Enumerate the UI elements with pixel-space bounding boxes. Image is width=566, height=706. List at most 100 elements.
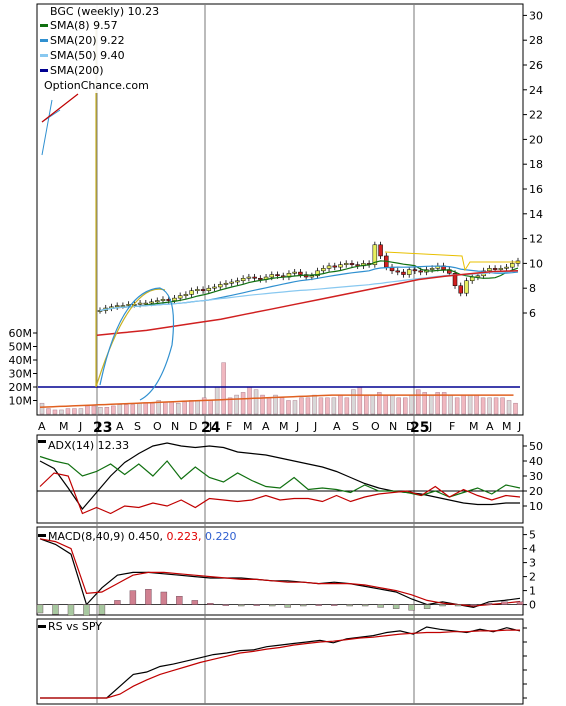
month-label: S xyxy=(352,420,359,433)
volume-bar xyxy=(415,389,421,415)
candle-body xyxy=(246,276,252,279)
volume-bar xyxy=(46,408,51,415)
legend-swatch-sma20 xyxy=(40,39,48,42)
month-label: A xyxy=(116,420,124,433)
candle-body xyxy=(212,286,217,289)
rs-panel-frame xyxy=(36,618,524,705)
volume-bar xyxy=(331,397,337,415)
macd-histogram-bar xyxy=(300,604,307,607)
adx-tick-label: 40 xyxy=(529,455,543,468)
volume-tick-label: 60M xyxy=(9,327,33,340)
volume-bar xyxy=(409,394,414,415)
volume-bar xyxy=(422,392,427,415)
month-label: M xyxy=(469,420,479,433)
volume-bar xyxy=(448,394,453,415)
volume-bar xyxy=(59,409,64,415)
candle-body xyxy=(406,269,412,275)
rs-rs-line xyxy=(40,626,521,699)
volume-bar xyxy=(312,394,317,415)
volume-bar xyxy=(208,400,213,415)
macd-legend: MACD(8,40,9) 0.450, 0.223, 0.220 xyxy=(38,530,237,543)
month-label: J xyxy=(208,420,212,433)
candle-body xyxy=(172,297,177,301)
macd-histogram-bar xyxy=(315,604,322,606)
volume-bar xyxy=(78,408,84,415)
price-tick-label: 26 xyxy=(529,59,543,72)
volume-bar xyxy=(305,397,311,415)
volume-bar xyxy=(253,389,259,415)
volume-bar xyxy=(292,400,298,415)
candle-body xyxy=(137,302,143,305)
volume-bar xyxy=(487,397,492,415)
macd-histogram-bar xyxy=(470,604,477,606)
legend-sma20: SMA(20) 9.22 xyxy=(50,34,125,47)
price-tick-label: 16 xyxy=(529,183,543,196)
macd-histogram-bar xyxy=(330,604,338,606)
candle-body xyxy=(401,271,406,275)
volume-bar xyxy=(454,397,460,415)
macd-tick-label: 1 xyxy=(529,585,536,598)
macd-histogram-bar xyxy=(191,600,199,605)
volume-bar xyxy=(201,397,207,415)
volume-bars xyxy=(38,362,520,415)
volume-bar xyxy=(338,394,343,415)
candle-body xyxy=(217,284,223,288)
month-label: A xyxy=(38,420,46,433)
bollinger-arc xyxy=(99,287,175,401)
volume-bar xyxy=(247,386,252,415)
candle-body xyxy=(309,275,315,278)
candle-body xyxy=(395,270,401,273)
year-label: 24 xyxy=(201,420,221,436)
candle-body xyxy=(292,271,297,274)
volume-bar xyxy=(474,394,479,415)
candle-body xyxy=(452,273,458,286)
volume-bar xyxy=(162,401,168,415)
adx--di-line xyxy=(39,472,521,515)
volume-bar xyxy=(91,405,97,415)
volume-tick-label: 50M xyxy=(9,341,33,354)
month-label: M xyxy=(243,420,253,433)
candle-body xyxy=(464,280,469,294)
month-label: A xyxy=(486,420,494,433)
price-tick-label: 10 xyxy=(529,257,543,270)
price-tick-label: 22 xyxy=(529,109,543,122)
volume-bar xyxy=(221,362,226,415)
volume-tick-label: 30M xyxy=(9,368,33,381)
candle-body xyxy=(338,264,343,268)
macd-histogram-bar xyxy=(83,604,90,616)
macd-histogram-bar xyxy=(485,603,493,605)
candle-body xyxy=(343,263,349,265)
volume-bar xyxy=(396,397,402,415)
volume-bar xyxy=(428,394,434,415)
macd-signal-label: 0.223, xyxy=(167,530,202,543)
volume-bar xyxy=(130,404,136,415)
year-label: 23 xyxy=(93,420,112,436)
volume-bar xyxy=(117,404,123,415)
macd-histogram-bar xyxy=(392,604,400,609)
candle-body xyxy=(298,271,303,275)
rs-rs-ma-line xyxy=(40,629,520,699)
candle-body xyxy=(183,294,189,296)
volume-bar xyxy=(111,405,116,415)
axis-ticks: 68101214161820222426283010M20M30M40M50M6… xyxy=(9,9,543,699)
macd-histogram-bar xyxy=(52,604,59,615)
volume-bar xyxy=(266,397,272,415)
volume-tick-label: 10M xyxy=(9,395,33,408)
volume-bar xyxy=(441,392,447,415)
macd-tick-label: 3 xyxy=(529,557,536,570)
month-label: M xyxy=(502,420,512,433)
volume-bar xyxy=(104,407,110,415)
rs-label: RS vs SPY xyxy=(48,620,102,633)
legend-swatch-sma8 xyxy=(40,24,48,27)
candle-body xyxy=(149,301,154,304)
candle-body xyxy=(235,280,240,283)
macd-label: MACD(8,40,9) 0.450, xyxy=(48,530,163,543)
adx-panel-frame xyxy=(36,434,524,524)
volume-bar xyxy=(279,397,285,415)
volume-bar xyxy=(150,402,155,415)
volume-average-line xyxy=(39,394,514,409)
candle-body xyxy=(475,275,481,278)
candle-body xyxy=(487,268,492,272)
macd-histogram-bar xyxy=(346,604,353,607)
